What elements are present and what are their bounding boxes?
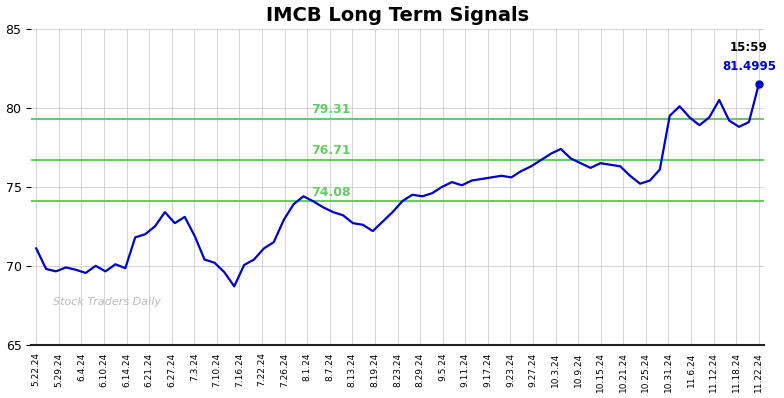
Title: IMCB Long Term Signals: IMCB Long Term Signals	[266, 6, 529, 25]
Text: 74.08: 74.08	[310, 186, 350, 199]
Text: Stock Traders Daily: Stock Traders Daily	[53, 297, 162, 307]
Text: 15:59: 15:59	[730, 41, 768, 54]
Text: 79.31: 79.31	[310, 103, 350, 116]
Text: 81.4995: 81.4995	[722, 60, 776, 73]
Text: 76.71: 76.71	[310, 144, 350, 158]
